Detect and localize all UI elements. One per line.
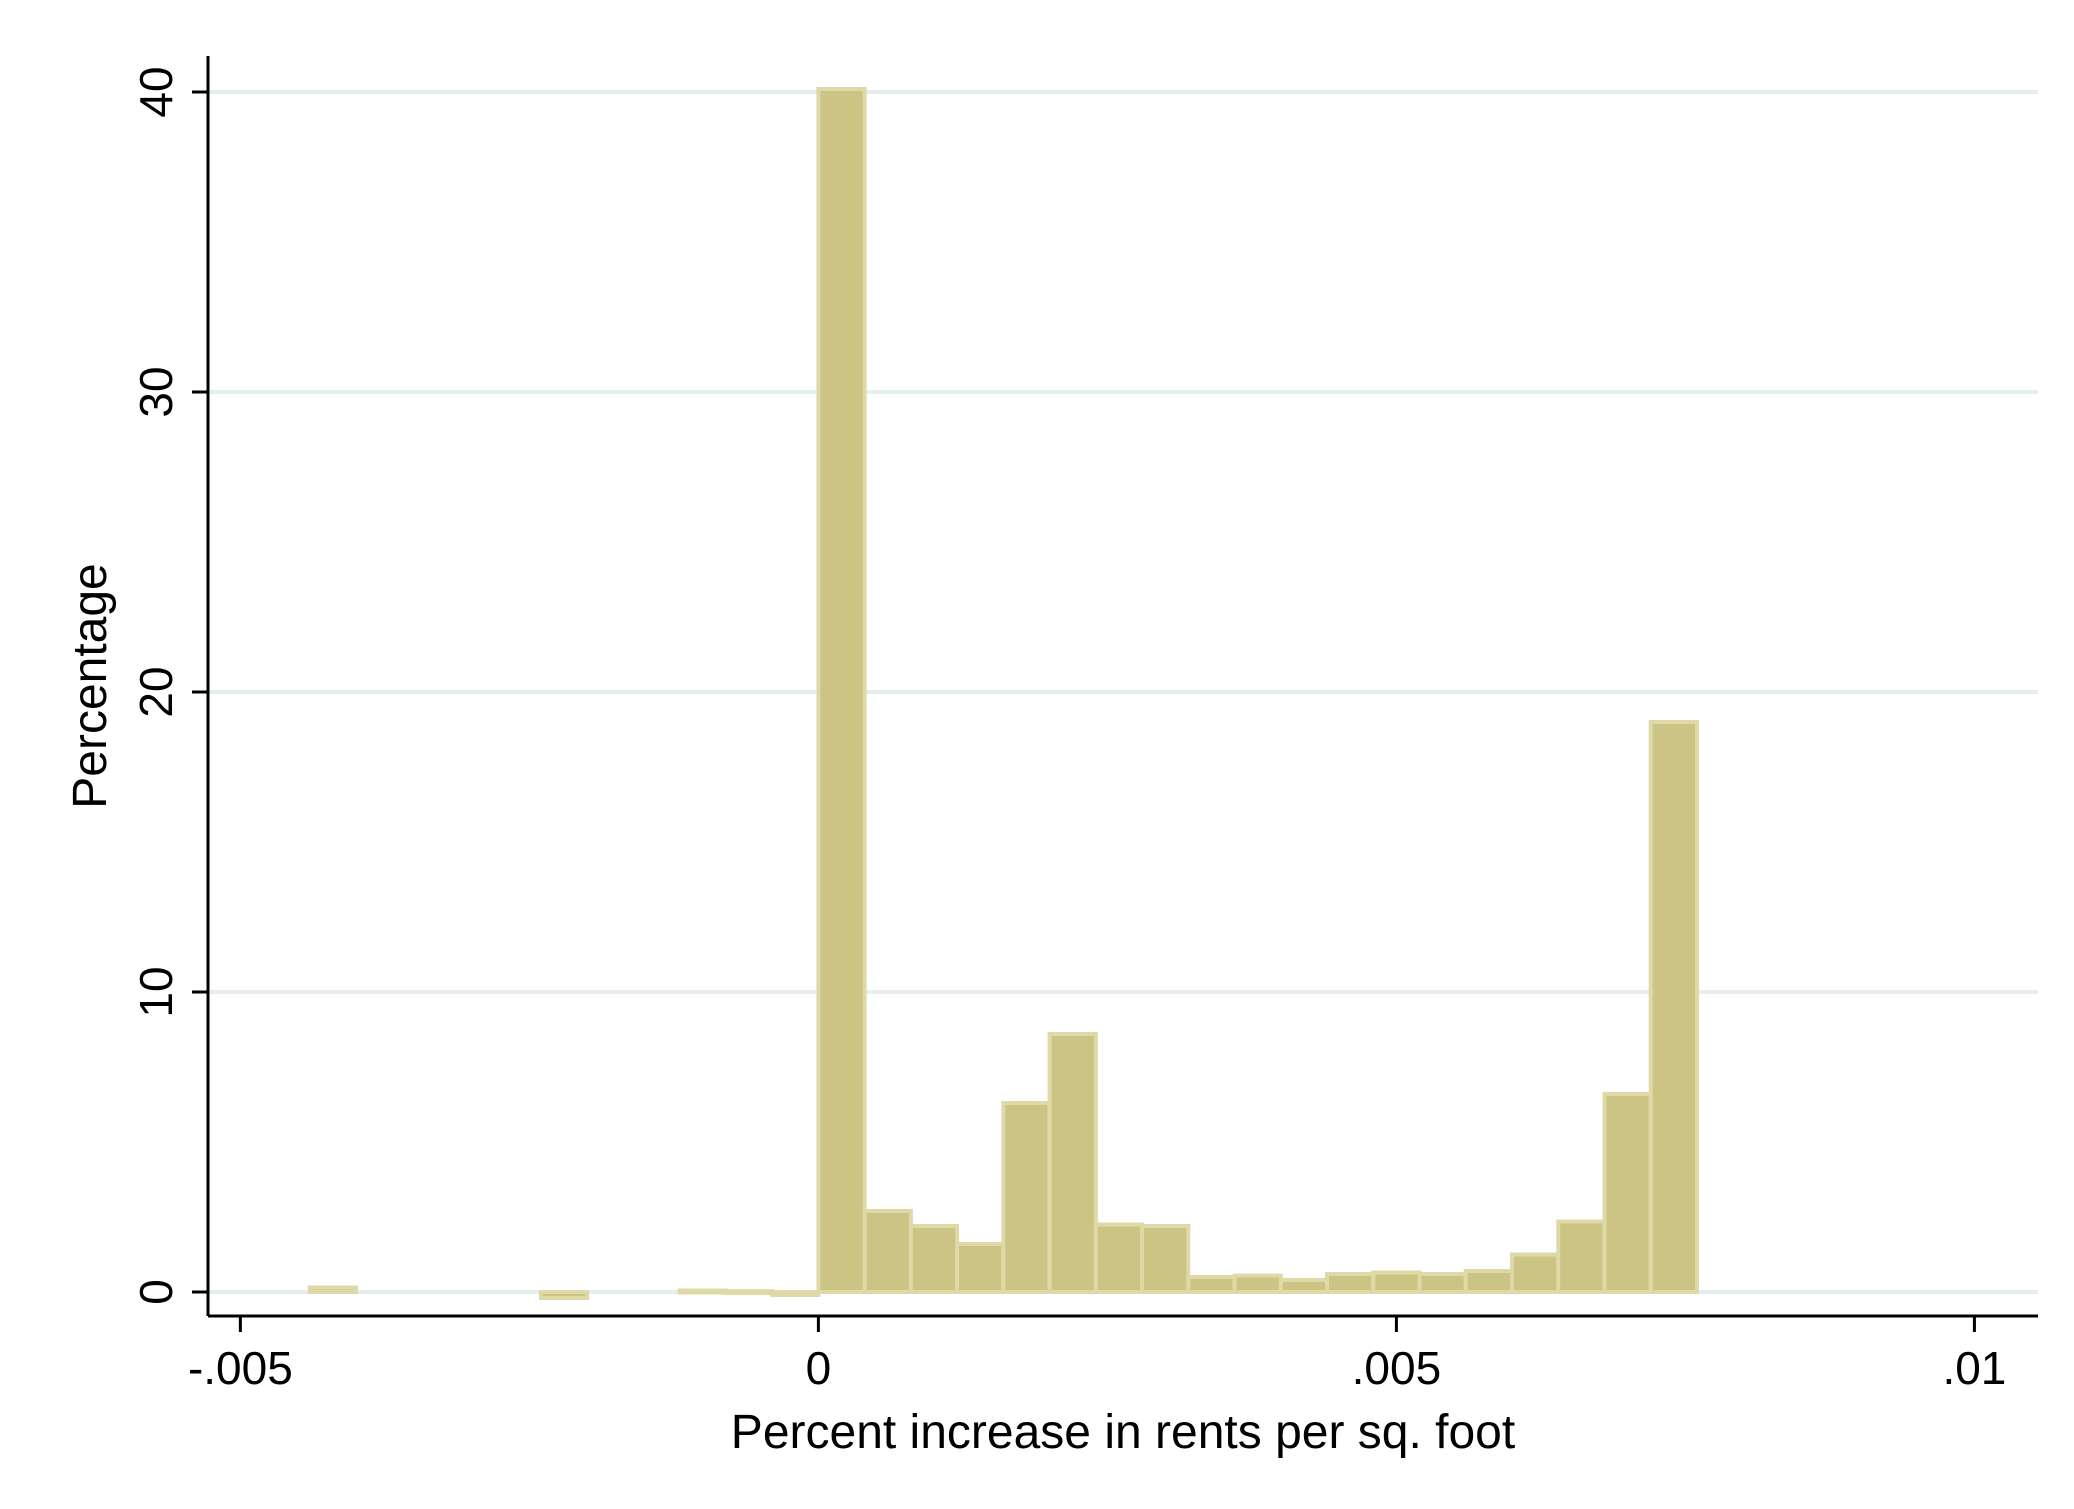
grid-lines	[208, 90, 2038, 1294]
histogram-bar	[862, 1209, 913, 1294]
x-axis-title: Percent increase in rents per sq. foot	[731, 1406, 1515, 1459]
y-tick-label: 30	[130, 366, 182, 417]
y-ticks: 0 10 20 30 40	[130, 66, 208, 1305]
histogram-bar	[1047, 1032, 1098, 1294]
histogram-bar	[1278, 1278, 1330, 1294]
histogram-bar	[1325, 1272, 1376, 1294]
y-tick-label: 0	[130, 1279, 182, 1305]
histogram-bar	[307, 1285, 358, 1294]
histogram-bar	[1001, 1101, 1052, 1294]
y-tick-label: 20	[130, 666, 182, 717]
histogram-bar	[1417, 1272, 1468, 1294]
histogram-bar	[1140, 1224, 1191, 1294]
histogram-bar	[723, 1289, 775, 1296]
x-tick-label: 0	[806, 1342, 832, 1394]
histogram-bar	[1232, 1273, 1283, 1294]
histogram-bar	[770, 1290, 821, 1297]
histogram-bar	[955, 1242, 1006, 1294]
histogram-bar	[1093, 1222, 1145, 1294]
x-ticks: -.005 0 .005 .01	[188, 1316, 2006, 1394]
histogram-bar	[677, 1288, 728, 1295]
histogram-bar	[908, 1224, 960, 1294]
bars	[307, 87, 1699, 1300]
histogram-bar	[1556, 1219, 1607, 1294]
histogram-bar	[538, 1290, 590, 1300]
histogram-bar	[1510, 1252, 1561, 1294]
histogram-bar	[816, 87, 867, 1294]
histogram-bar	[1463, 1269, 1515, 1294]
y-tick-label: 10	[130, 966, 182, 1017]
x-tick-label: .005	[1352, 1342, 1442, 1394]
y-tick-label: 40	[130, 66, 182, 117]
y-axis-title: Percentage	[64, 563, 117, 809]
x-tick-label: .01	[1942, 1342, 2006, 1394]
histogram-bar	[1371, 1270, 1422, 1294]
axes	[206, 56, 2038, 1318]
histogram-bar	[1602, 1092, 1653, 1294]
x-tick-label: -.005	[188, 1342, 293, 1394]
histogram-bar	[1648, 720, 1699, 1294]
histogram-bar	[1186, 1275, 1237, 1294]
